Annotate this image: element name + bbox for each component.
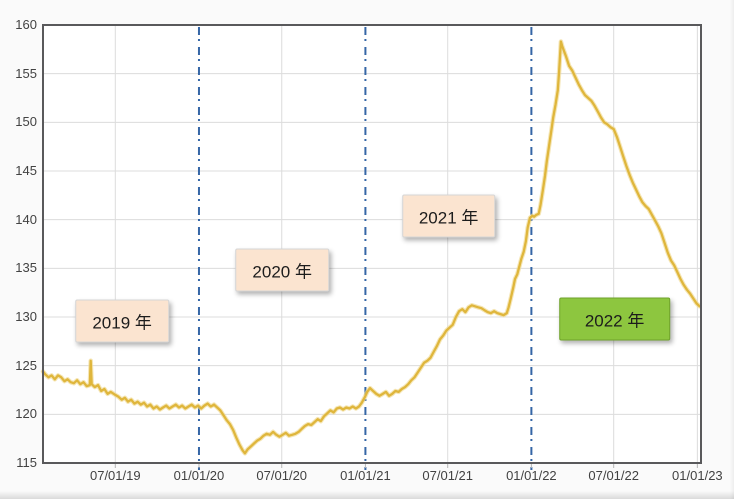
x-axis-label: 07/01/20: [256, 468, 308, 483]
y-axis-label: 145: [15, 163, 37, 178]
plot-border: [42, 24, 702, 464]
y-axis-label: 135: [15, 260, 37, 276]
x-axis-label: 01/01/23: [672, 468, 723, 483]
x-axis-label: 07/01/19: [89, 468, 141, 483]
x-axis-label: 07/01/21: [422, 468, 473, 483]
annotation-2021: 2021 年: [401, 194, 496, 238]
y-axis-label: 125: [15, 357, 37, 373]
annotation-2020: 2020 年: [235, 248, 329, 292]
x-axis-label: 01/01/21: [340, 468, 391, 483]
y-axis-label: 140: [15, 211, 37, 227]
annotation-2022: 2022 年: [558, 297, 671, 341]
y-axis-label: 115: [16, 455, 37, 470]
plot-background: [43, 25, 701, 463]
y-axis-label: 160: [15, 17, 37, 32]
x-axis-label: 01/01/20: [173, 468, 225, 483]
x-axis-label: 01/01/22: [506, 468, 557, 483]
price-line: [41, 40, 701, 455]
y-axis-label: 150: [15, 114, 37, 130]
y-axis-label: 155: [15, 65, 37, 81]
y-axis-label: 130: [15, 309, 37, 324]
annotation-2019: 2019 年: [75, 299, 169, 343]
x-axis-label: 07/01/22: [588, 468, 639, 483]
y-axis-label: 120: [15, 406, 37, 422]
